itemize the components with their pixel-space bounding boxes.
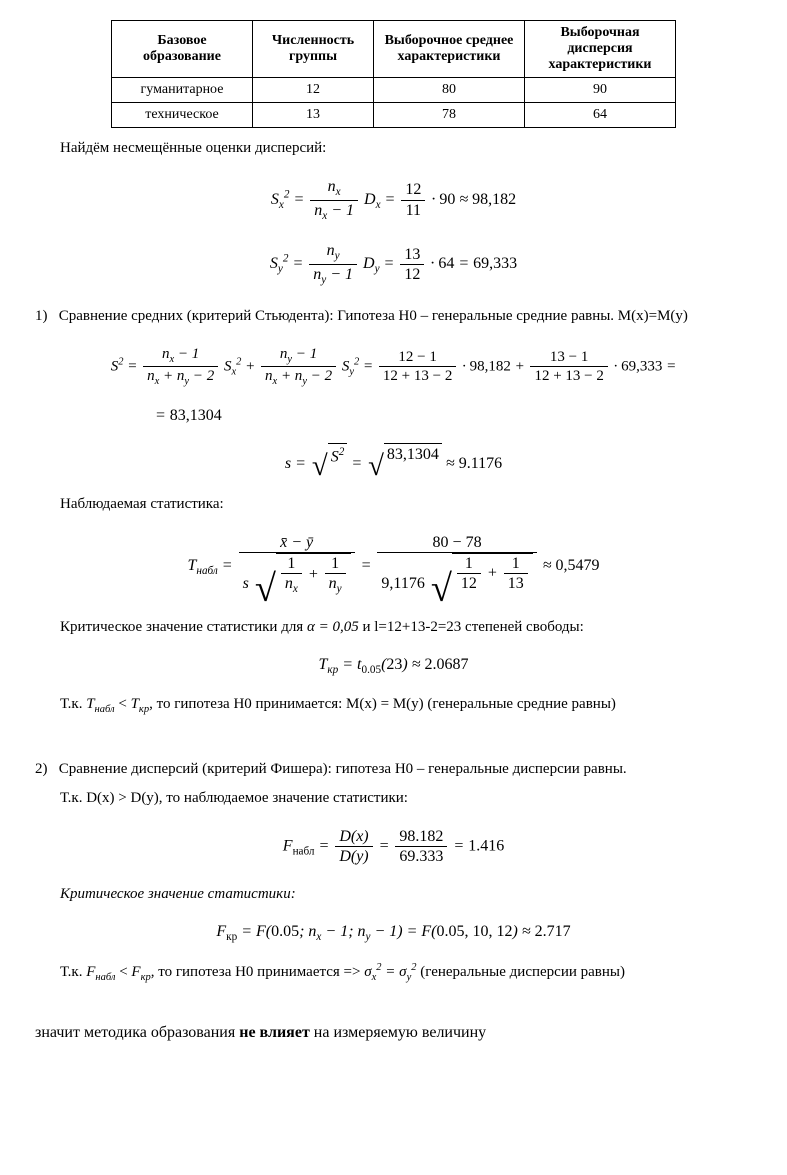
col-header: Базовое образование	[112, 21, 253, 78]
para-critical-f-label: Критическое значение статистики:	[35, 884, 752, 905]
para-f-conclusion: Т.к. Fнабл < Fкр, то гипотеза H0 принима…	[35, 961, 752, 986]
formula-fnabl: Fнабл = D(x)D(y) = 98.18269.333 = 1.416	[35, 827, 752, 866]
para-unbiased-estimates: Найдём несмещённые оценки дисперсий:	[35, 138, 752, 159]
para-f-observed-intro: Т.к. D(x) > D(y), то наблюдаемое значени…	[35, 788, 752, 809]
section-text: Сравнение средних (критерий Стьюдента): …	[59, 308, 688, 324]
col-header: Выборочное среднее характеристики	[374, 21, 525, 78]
formula-fkp: Fкр = F(0.05; nx − 1; ny − 1) = F(0.05, …	[35, 923, 752, 943]
cell: 80	[374, 78, 525, 103]
cell: 13	[253, 103, 374, 128]
formula-sx2: Sx2 = nxnx − 1 Dx = 1211 · 90 ≈ 98,182	[35, 177, 752, 223]
cell: 64	[525, 103, 676, 128]
table-row: гуманитарное 12 80 90	[112, 78, 676, 103]
cell: 90	[525, 78, 676, 103]
cell: 78	[374, 103, 525, 128]
para-critical-t: Критическое значение статистики для α = …	[35, 617, 752, 638]
formula-tkp: Tкр = t0.05(23) ≈ 2.0687	[35, 656, 752, 676]
para-section-2: 2) Сравнение дисперсий (критерий Фишера)…	[35, 759, 752, 780]
para-t-conclusion: Т.к. Tнабл < Tкр, то гипотеза H0 принима…	[35, 694, 752, 718]
para-final-conclusion: значит методика образования не влияет на…	[35, 1022, 752, 1044]
col-header: Выборочная дисперсия характеристики	[525, 21, 676, 78]
cell: техническое	[112, 103, 253, 128]
table-header-row: Базовое образование Численность группы В…	[112, 21, 676, 78]
formula-s2-result: = 83,1304	[35, 407, 752, 425]
input-data-table: Базовое образование Численность группы В…	[111, 20, 676, 128]
col-header: Численность группы	[253, 21, 374, 78]
section-number: 2)	[35, 759, 55, 780]
para-observed-stat: Наблюдаемая статистика:	[35, 494, 752, 515]
formula-tnabl: Tнабл = x̄ − ȳ s √ 1nx + 1ny = 80 − 78 9…	[35, 533, 752, 599]
bold-conclusion: не влияет	[239, 1024, 310, 1041]
cell: гуманитарное	[112, 78, 253, 103]
section-text: Сравнение дисперсий (критерий Фишера): г…	[59, 761, 627, 777]
formula-s: s = √S2 = √83,1304 ≈ 9.1176	[35, 443, 752, 476]
formula-sy2: Sy2 = nyny − 1 Dy = 1312 · 64 = 69,333	[35, 241, 752, 287]
cell: 12	[253, 78, 374, 103]
formula-s2-pooled: S2 = nx − 1nx + ny − 2 Sx2 + ny − 1nx + …	[35, 345, 752, 389]
table-row: техническое 13 78 64	[112, 103, 676, 128]
para-section-1: 1) Сравнение средних (критерий Стьюдента…	[35, 306, 752, 327]
section-number: 1)	[35, 306, 55, 327]
